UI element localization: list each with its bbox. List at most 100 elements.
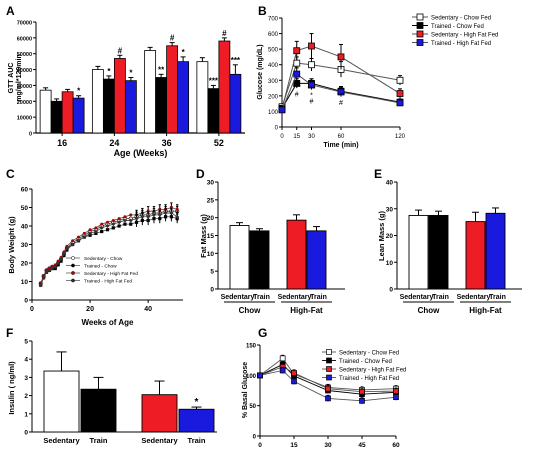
panel-g-data-point <box>257 372 263 379</box>
panel-g-legend-label: Sedentary - High Fat Fed <box>339 367 406 373</box>
panel-d-y-tick-label: 20 <box>207 215 215 222</box>
panel-f-bar-label: Train <box>188 436 206 445</box>
panel-d-y-tick-label: 5 <box>210 269 214 276</box>
panel-b-y-tick-label: 0 <box>275 126 279 132</box>
panel-d-group-label: Chow <box>239 306 262 315</box>
panel-c-data-point <box>146 214 151 219</box>
panel-g-legend-marker <box>326 366 332 372</box>
panel-c-data-point <box>56 261 61 265</box>
panel-a-bar <box>144 50 157 134</box>
panel-a-y-tick-label: 0 <box>29 132 32 138</box>
panel-a-y-tick-label: 50000 <box>17 52 32 58</box>
panel-g-data-point <box>279 355 286 362</box>
panel-c-x-tick-label: 40 <box>144 306 152 313</box>
panel-f-bar-label: Train <box>90 436 108 445</box>
panel-b-significance-mark: # <box>310 99 314 106</box>
panel-a-x-axis-label: Age (Weeks) <box>114 148 168 158</box>
panel-f-y-tick-label: 0 <box>24 430 28 437</box>
panel-g-y-tick-label: 150 <box>246 344 257 350</box>
panel-d-bar <box>286 219 307 290</box>
panel-a-significance-mark: # <box>118 46 123 55</box>
panel-g-legend-marker <box>326 357 332 364</box>
panel-b-y-tick-label: 300 <box>268 79 279 85</box>
panel-c-data-point <box>99 225 104 230</box>
panel-b-y-axis-label: Glucose (mg/dL) <box>257 44 264 99</box>
panel-e-bar-label: Train <box>489 294 506 301</box>
panel-f-y-tick-label: 1 <box>24 411 28 418</box>
panel-b-significance-mark: * <box>310 92 313 99</box>
panel-c-data-point <box>111 222 116 227</box>
panel-a-y-tick-label: 70000 <box>17 21 32 27</box>
panel-f-bar <box>141 394 178 433</box>
panel-c-data-point <box>106 220 109 224</box>
panel-a-y-axis-label: GTT AUC <box>8 63 15 94</box>
panel-d-bar <box>306 230 327 290</box>
panel-g-y-tick-label: 0 <box>253 435 257 441</box>
panel-f-bar <box>80 388 117 433</box>
panel-c-data-point <box>53 264 58 269</box>
panel-c-data-point <box>71 239 75 243</box>
panel-c-y-tick-label: 30 <box>21 242 29 249</box>
panel-g-x-tick-label: 15 <box>290 442 298 449</box>
panel-b-data-point <box>278 106 286 114</box>
panel-a-bar <box>218 40 231 134</box>
panel-d-bar-label: Sedentary <box>221 294 255 301</box>
panel-c-data-point <box>122 218 127 223</box>
panel-c-data-point <box>111 226 115 230</box>
panel-a-bar <box>39 89 52 134</box>
panel-f-y-tick-label: 5 <box>24 339 28 346</box>
panel-e-bar <box>428 214 449 290</box>
panel-f-y-tick-label: 2 <box>24 393 28 400</box>
panel-e-bar-label: Sedentary <box>400 294 434 301</box>
panel-d-y-tick-label: 30 <box>207 180 215 187</box>
panel-c-data-point <box>88 231 93 236</box>
panel-a-x-tick-label: 16 <box>57 138 67 148</box>
panel-g-series-line <box>259 363 397 395</box>
panel-c-legend-marker <box>71 278 75 283</box>
panel-a-y-tick-label: 20000 <box>17 100 32 106</box>
panel-c-y-tick-label: 10 <box>21 279 29 286</box>
panel-c-data-point <box>151 212 156 217</box>
panel-letter-e: E <box>374 167 382 181</box>
panel-a-bar <box>177 61 190 134</box>
panel-e-bar-label: Train <box>432 294 449 301</box>
panel-g-data-point <box>359 397 365 404</box>
panel-c-data-point <box>41 275 46 280</box>
panel-a-y-tick-label: 10000 <box>17 116 32 122</box>
panel-g-series-line <box>259 369 397 402</box>
panel-a-bar <box>166 45 179 134</box>
panel-c-data-point <box>175 207 179 211</box>
panel-b-data-point <box>293 59 301 67</box>
panel-c-data-point <box>123 222 127 226</box>
panel-c-data-point <box>93 229 98 234</box>
panel-b-data-point <box>308 61 315 69</box>
panel-a-significance-mark: * <box>129 69 133 78</box>
panel-g-legend-marker <box>326 374 332 381</box>
panel-g-data-point <box>291 378 297 385</box>
panel-a-bar <box>155 77 168 134</box>
panel-letter-f: F <box>6 326 13 340</box>
panel-b-data-point <box>337 88 345 96</box>
panel-b-data-point <box>293 47 301 55</box>
panel-c-data-point <box>111 218 115 222</box>
panel-c-x-tick-label: 20 <box>86 306 94 313</box>
panel-a-bar <box>61 91 74 134</box>
panel-letter-g: G <box>258 326 267 340</box>
panel-c-y-tick-label: 60 <box>21 187 29 194</box>
panel-letter-c: C <box>6 167 15 181</box>
panel-d-group-label: High-Fat <box>290 306 323 315</box>
panel-a-significance-mark: *** <box>209 76 219 85</box>
panel-b-data-point <box>396 99 404 107</box>
panel-b-significance-mark: # <box>339 100 343 107</box>
panel-b-data-point <box>308 42 315 50</box>
panel-a-significance-mark: # <box>170 34 175 43</box>
panel-e-y-tick-label: 0 <box>389 287 393 294</box>
panel-c-data-point <box>94 226 98 230</box>
panel-c-legend-marker <box>71 263 75 268</box>
panel-a-significance-mark: # <box>222 29 227 38</box>
panel-g-legend-label: Trained - Chow Fed <box>339 359 392 365</box>
panel-c-data-point <box>76 235 80 239</box>
panel-g-x-tick-label: 0 <box>258 442 262 449</box>
panel-c-data-point <box>129 222 133 226</box>
